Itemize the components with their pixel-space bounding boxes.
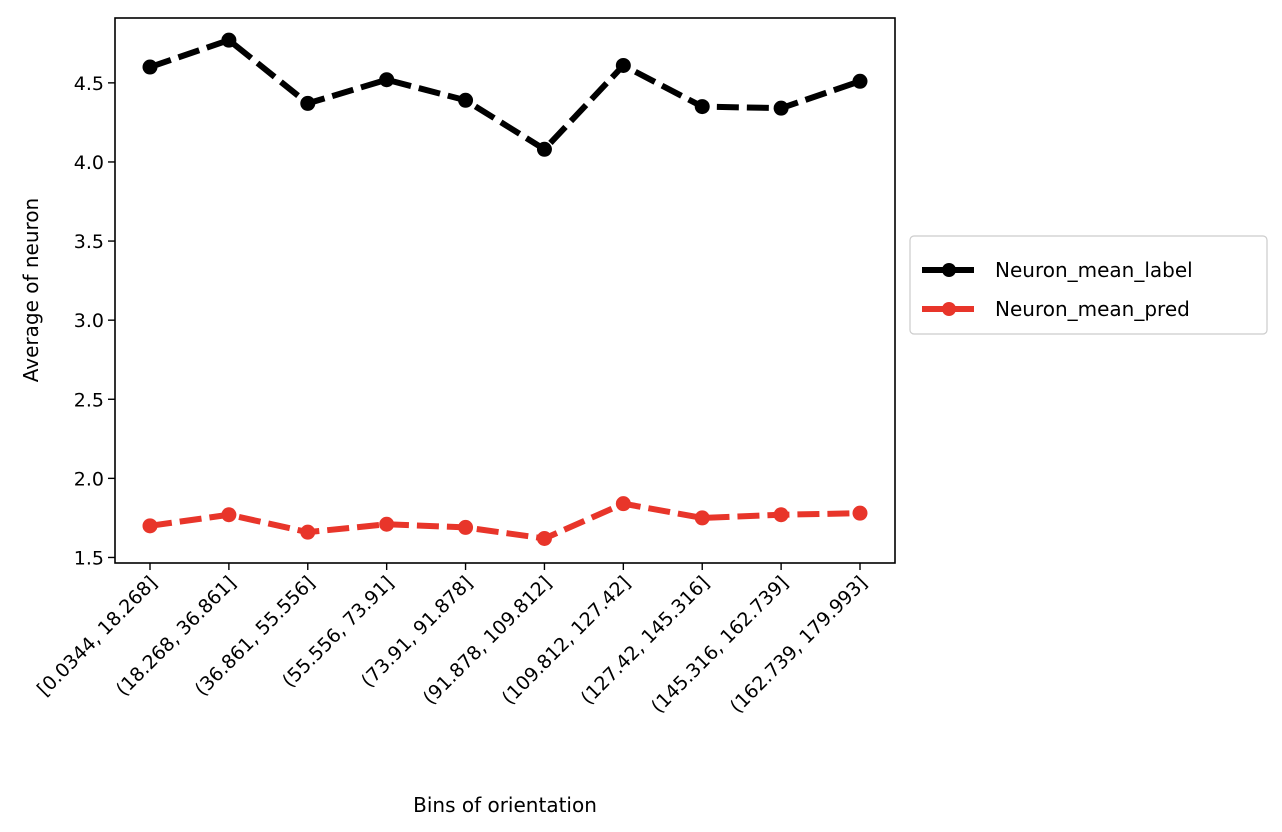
data-point xyxy=(694,99,710,115)
y-tick-label: 1.5 xyxy=(74,547,104,569)
data-point xyxy=(615,57,631,73)
data-point xyxy=(536,141,552,157)
y-tick-label: 4.0 xyxy=(74,152,104,174)
data-point xyxy=(142,59,158,75)
data-point xyxy=(142,518,158,534)
legend-text-label: Neuron_mean_label xyxy=(995,258,1193,282)
data-point xyxy=(458,92,474,108)
legend-marker-label xyxy=(942,263,956,277)
data-point xyxy=(773,507,789,523)
series-layer xyxy=(142,32,868,546)
data-point xyxy=(221,32,237,48)
series-line xyxy=(149,500,861,542)
data-point xyxy=(300,524,316,540)
data-point xyxy=(300,95,316,111)
y-tick-label: 3.5 xyxy=(74,231,104,253)
legend-entry-label: Neuron_mean_label xyxy=(922,258,1193,282)
legend-entry-pred: Neuron_mean_pred xyxy=(922,297,1190,321)
legend-frame xyxy=(909,235,1268,335)
data-point xyxy=(221,507,237,523)
y-axis: 1.5 2.0 2.5 3.0 3.5 4.0 4.5 xyxy=(74,73,115,569)
plot-frame xyxy=(114,17,896,564)
data-point xyxy=(773,100,789,116)
data-point xyxy=(694,510,710,526)
series-line xyxy=(149,37,861,153)
x-axis-label: Bins of orientation xyxy=(413,793,597,817)
y-tick-label: 3.0 xyxy=(74,310,104,332)
data-point xyxy=(615,496,631,512)
y-tick-label: 4.5 xyxy=(74,73,104,95)
data-point xyxy=(458,519,474,535)
legend-text-pred: Neuron_mean_pred xyxy=(995,297,1190,321)
data-point xyxy=(536,530,552,546)
legend-marker-pred xyxy=(942,302,956,316)
data-point xyxy=(852,73,868,89)
data-point xyxy=(852,505,868,521)
legend: Neuron_mean_label Neuron_mean_pred xyxy=(909,235,1268,335)
data-point xyxy=(379,72,395,88)
y-tick-label: 2.0 xyxy=(74,468,104,490)
y-axis-label: Average of neuron xyxy=(19,198,43,382)
data-point xyxy=(379,516,395,532)
y-tick-label: 2.5 xyxy=(74,389,104,411)
